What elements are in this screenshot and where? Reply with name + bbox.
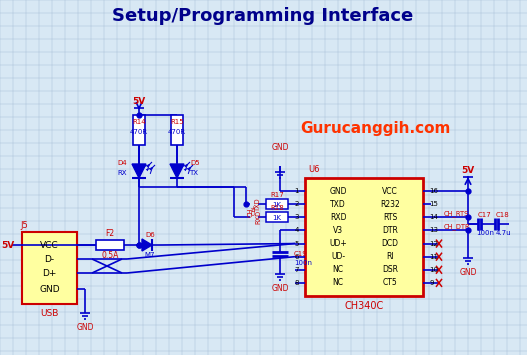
Text: VCC: VCC: [40, 240, 59, 250]
Text: M7: M7: [145, 252, 155, 258]
Text: U6: U6: [308, 165, 319, 175]
Text: RXD: RXD: [330, 213, 346, 222]
Text: DSR: DSR: [382, 265, 398, 274]
Text: RTS: RTS: [383, 213, 397, 222]
Text: DCD: DCD: [382, 239, 398, 248]
Bar: [171, 115, 183, 145]
Bar: [133, 115, 145, 145]
Bar: [266, 212, 288, 222]
Text: UD+: UD+: [329, 239, 347, 248]
Text: 14: 14: [429, 214, 438, 220]
Text: D+: D+: [42, 268, 57, 278]
Text: J5: J5: [20, 220, 28, 229]
Text: 470R: 470R: [130, 129, 148, 135]
Text: UD-: UD-: [331, 252, 345, 261]
Text: C17: C17: [478, 212, 492, 218]
Text: 0.5A: 0.5A: [101, 251, 119, 261]
Text: 470R: 470R: [168, 129, 186, 135]
Text: 3: 3: [295, 214, 299, 220]
Polygon shape: [170, 164, 184, 178]
Text: RXD: RXD: [255, 210, 261, 224]
Text: DTR: DTR: [382, 226, 398, 235]
Text: Setup/Programming Interface: Setup/Programming Interface: [112, 7, 414, 25]
Text: 16: 16: [429, 188, 438, 194]
Text: 11: 11: [429, 254, 438, 260]
Text: GND: GND: [271, 143, 289, 153]
Text: 5V: 5V: [461, 166, 475, 175]
Text: 5: 5: [295, 241, 299, 247]
Text: 9: 9: [429, 280, 434, 286]
Bar: [22, 232, 77, 304]
Text: 4.7u: 4.7u: [495, 230, 511, 236]
Text: NC: NC: [333, 278, 344, 288]
Polygon shape: [132, 164, 146, 178]
Bar: [96, 240, 124, 250]
Text: D4: D4: [118, 160, 127, 166]
Text: 10: 10: [429, 267, 438, 273]
Text: NC: NC: [333, 265, 344, 274]
Text: R14: R14: [132, 119, 146, 125]
Text: R232: R232: [380, 200, 400, 209]
Text: GND: GND: [76, 323, 94, 333]
Text: D5: D5: [190, 160, 200, 166]
Text: GND: GND: [271, 284, 289, 293]
Text: CH_DTR: CH_DTR: [444, 223, 471, 230]
Text: CH340C: CH340C: [344, 301, 384, 311]
Text: 100n: 100n: [294, 261, 312, 267]
Text: 100n: 100n: [476, 230, 494, 236]
Text: TXD: TXD: [255, 197, 261, 211]
Text: 5V: 5V: [2, 240, 15, 250]
Text: 7: 7: [295, 267, 299, 273]
Text: CT5: CT5: [383, 278, 397, 288]
Text: VCC: VCC: [382, 187, 398, 196]
Text: 5V: 5V: [132, 98, 145, 106]
Text: 15: 15: [429, 201, 438, 207]
Text: RX: RX: [118, 170, 127, 176]
Text: RI: RI: [386, 252, 394, 261]
Text: TX: TX: [189, 170, 198, 176]
Text: GND: GND: [39, 284, 60, 294]
Text: 1: 1: [295, 188, 299, 194]
Text: TXD: TXD: [330, 200, 346, 209]
Text: CH_: CH_: [247, 204, 253, 217]
Text: F2: F2: [105, 229, 114, 237]
Bar: [305, 178, 423, 296]
Text: 13: 13: [429, 228, 438, 234]
Text: GND: GND: [459, 268, 477, 277]
Text: C18: C18: [496, 212, 510, 218]
Text: 6: 6: [295, 254, 299, 260]
Text: 12: 12: [429, 241, 438, 247]
Text: D-: D-: [44, 255, 55, 263]
Bar: [266, 199, 288, 209]
Text: V3: V3: [333, 226, 343, 235]
Text: R15: R15: [170, 119, 184, 125]
Text: D6: D6: [145, 232, 155, 238]
Text: 1K: 1K: [272, 202, 281, 208]
Text: 1K: 1K: [272, 215, 281, 221]
Text: USB: USB: [40, 308, 58, 317]
Text: GND: GND: [329, 187, 347, 196]
Polygon shape: [142, 239, 152, 251]
Text: Gurucanggih.com: Gurucanggih.com: [300, 120, 450, 136]
Text: R18: R18: [270, 205, 284, 211]
Text: CH_RTS: CH_RTS: [444, 210, 469, 217]
Text: 2: 2: [295, 201, 299, 207]
Text: CH: CH: [251, 206, 257, 215]
Text: R17: R17: [270, 192, 284, 198]
Text: 4: 4: [295, 228, 299, 234]
Text: 8: 8: [295, 280, 299, 286]
Text: C19: C19: [294, 251, 308, 257]
